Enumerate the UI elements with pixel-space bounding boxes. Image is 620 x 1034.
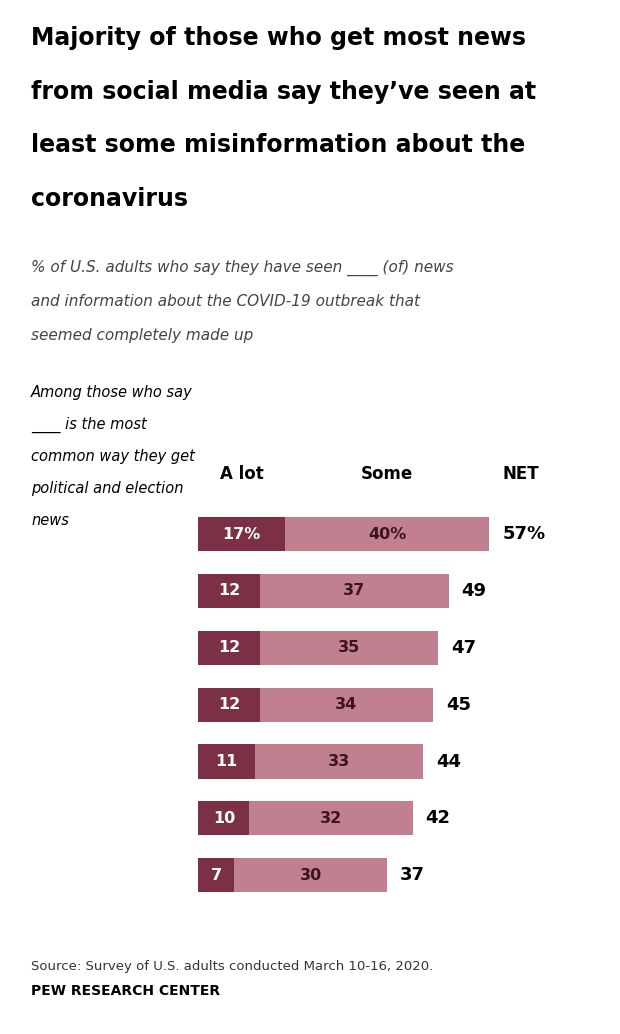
Text: A lot: A lot	[220, 465, 264, 483]
Bar	[198, 574, 260, 608]
Text: 12: 12	[218, 697, 240, 712]
Text: NET: NET	[502, 465, 539, 483]
Bar	[260, 574, 449, 608]
Text: 42: 42	[425, 810, 451, 827]
Text: 30: 30	[299, 868, 322, 883]
Bar	[198, 688, 260, 722]
Text: 11: 11	[215, 754, 237, 769]
Text: 32: 32	[320, 811, 342, 826]
Text: 17%: 17%	[223, 526, 261, 542]
Text: 47: 47	[451, 639, 476, 657]
Bar	[260, 631, 438, 665]
Text: 37: 37	[343, 583, 365, 599]
Bar	[198, 517, 285, 551]
Text: Some: Some	[361, 465, 414, 483]
Text: news: news	[31, 513, 69, 528]
Text: from social media say they’ve seen at: from social media say they’ve seen at	[31, 80, 536, 103]
Bar	[260, 688, 433, 722]
Text: political and election: political and election	[31, 481, 184, 496]
Text: 34: 34	[335, 697, 358, 712]
Bar	[198, 801, 249, 835]
Bar	[198, 858, 234, 892]
Text: PEW RESEARCH CENTER: PEW RESEARCH CENTER	[31, 984, 220, 999]
Bar	[285, 517, 489, 551]
Text: ____ is the most: ____ is the most	[31, 417, 147, 433]
Bar	[198, 744, 255, 779]
Text: least some misinformation about the: least some misinformation about the	[31, 133, 525, 157]
Text: 33: 33	[328, 754, 350, 769]
Text: 57%: 57%	[502, 525, 546, 543]
Text: 45: 45	[446, 696, 471, 713]
Text: 7: 7	[211, 868, 222, 883]
Text: Majority of those who get most news: Majority of those who get most news	[31, 26, 526, 50]
Text: 12: 12	[218, 583, 240, 599]
Text: Among those who say: Among those who say	[31, 385, 193, 400]
Text: 49: 49	[461, 582, 486, 600]
Text: % of U.S. adults who say they have seen ____ (of) news: % of U.S. adults who say they have seen …	[31, 260, 454, 276]
Text: 44: 44	[436, 753, 461, 770]
Text: common way they get: common way they get	[31, 449, 195, 464]
Bar	[255, 744, 423, 779]
Text: 37: 37	[400, 866, 425, 884]
Bar	[198, 631, 260, 665]
Text: 12: 12	[218, 640, 240, 656]
Text: seemed completely made up: seemed completely made up	[31, 328, 253, 343]
Text: 40%: 40%	[368, 526, 407, 542]
Bar	[249, 801, 413, 835]
Text: coronavirus: coronavirus	[31, 187, 188, 211]
Text: 10: 10	[213, 811, 235, 826]
Text: Source: Survey of U.S. adults conducted March 10-16, 2020.: Source: Survey of U.S. adults conducted …	[31, 960, 433, 973]
Bar	[234, 858, 388, 892]
Text: 35: 35	[338, 640, 360, 656]
Text: and information about the COVID-19 outbreak that: and information about the COVID-19 outbr…	[31, 294, 420, 309]
